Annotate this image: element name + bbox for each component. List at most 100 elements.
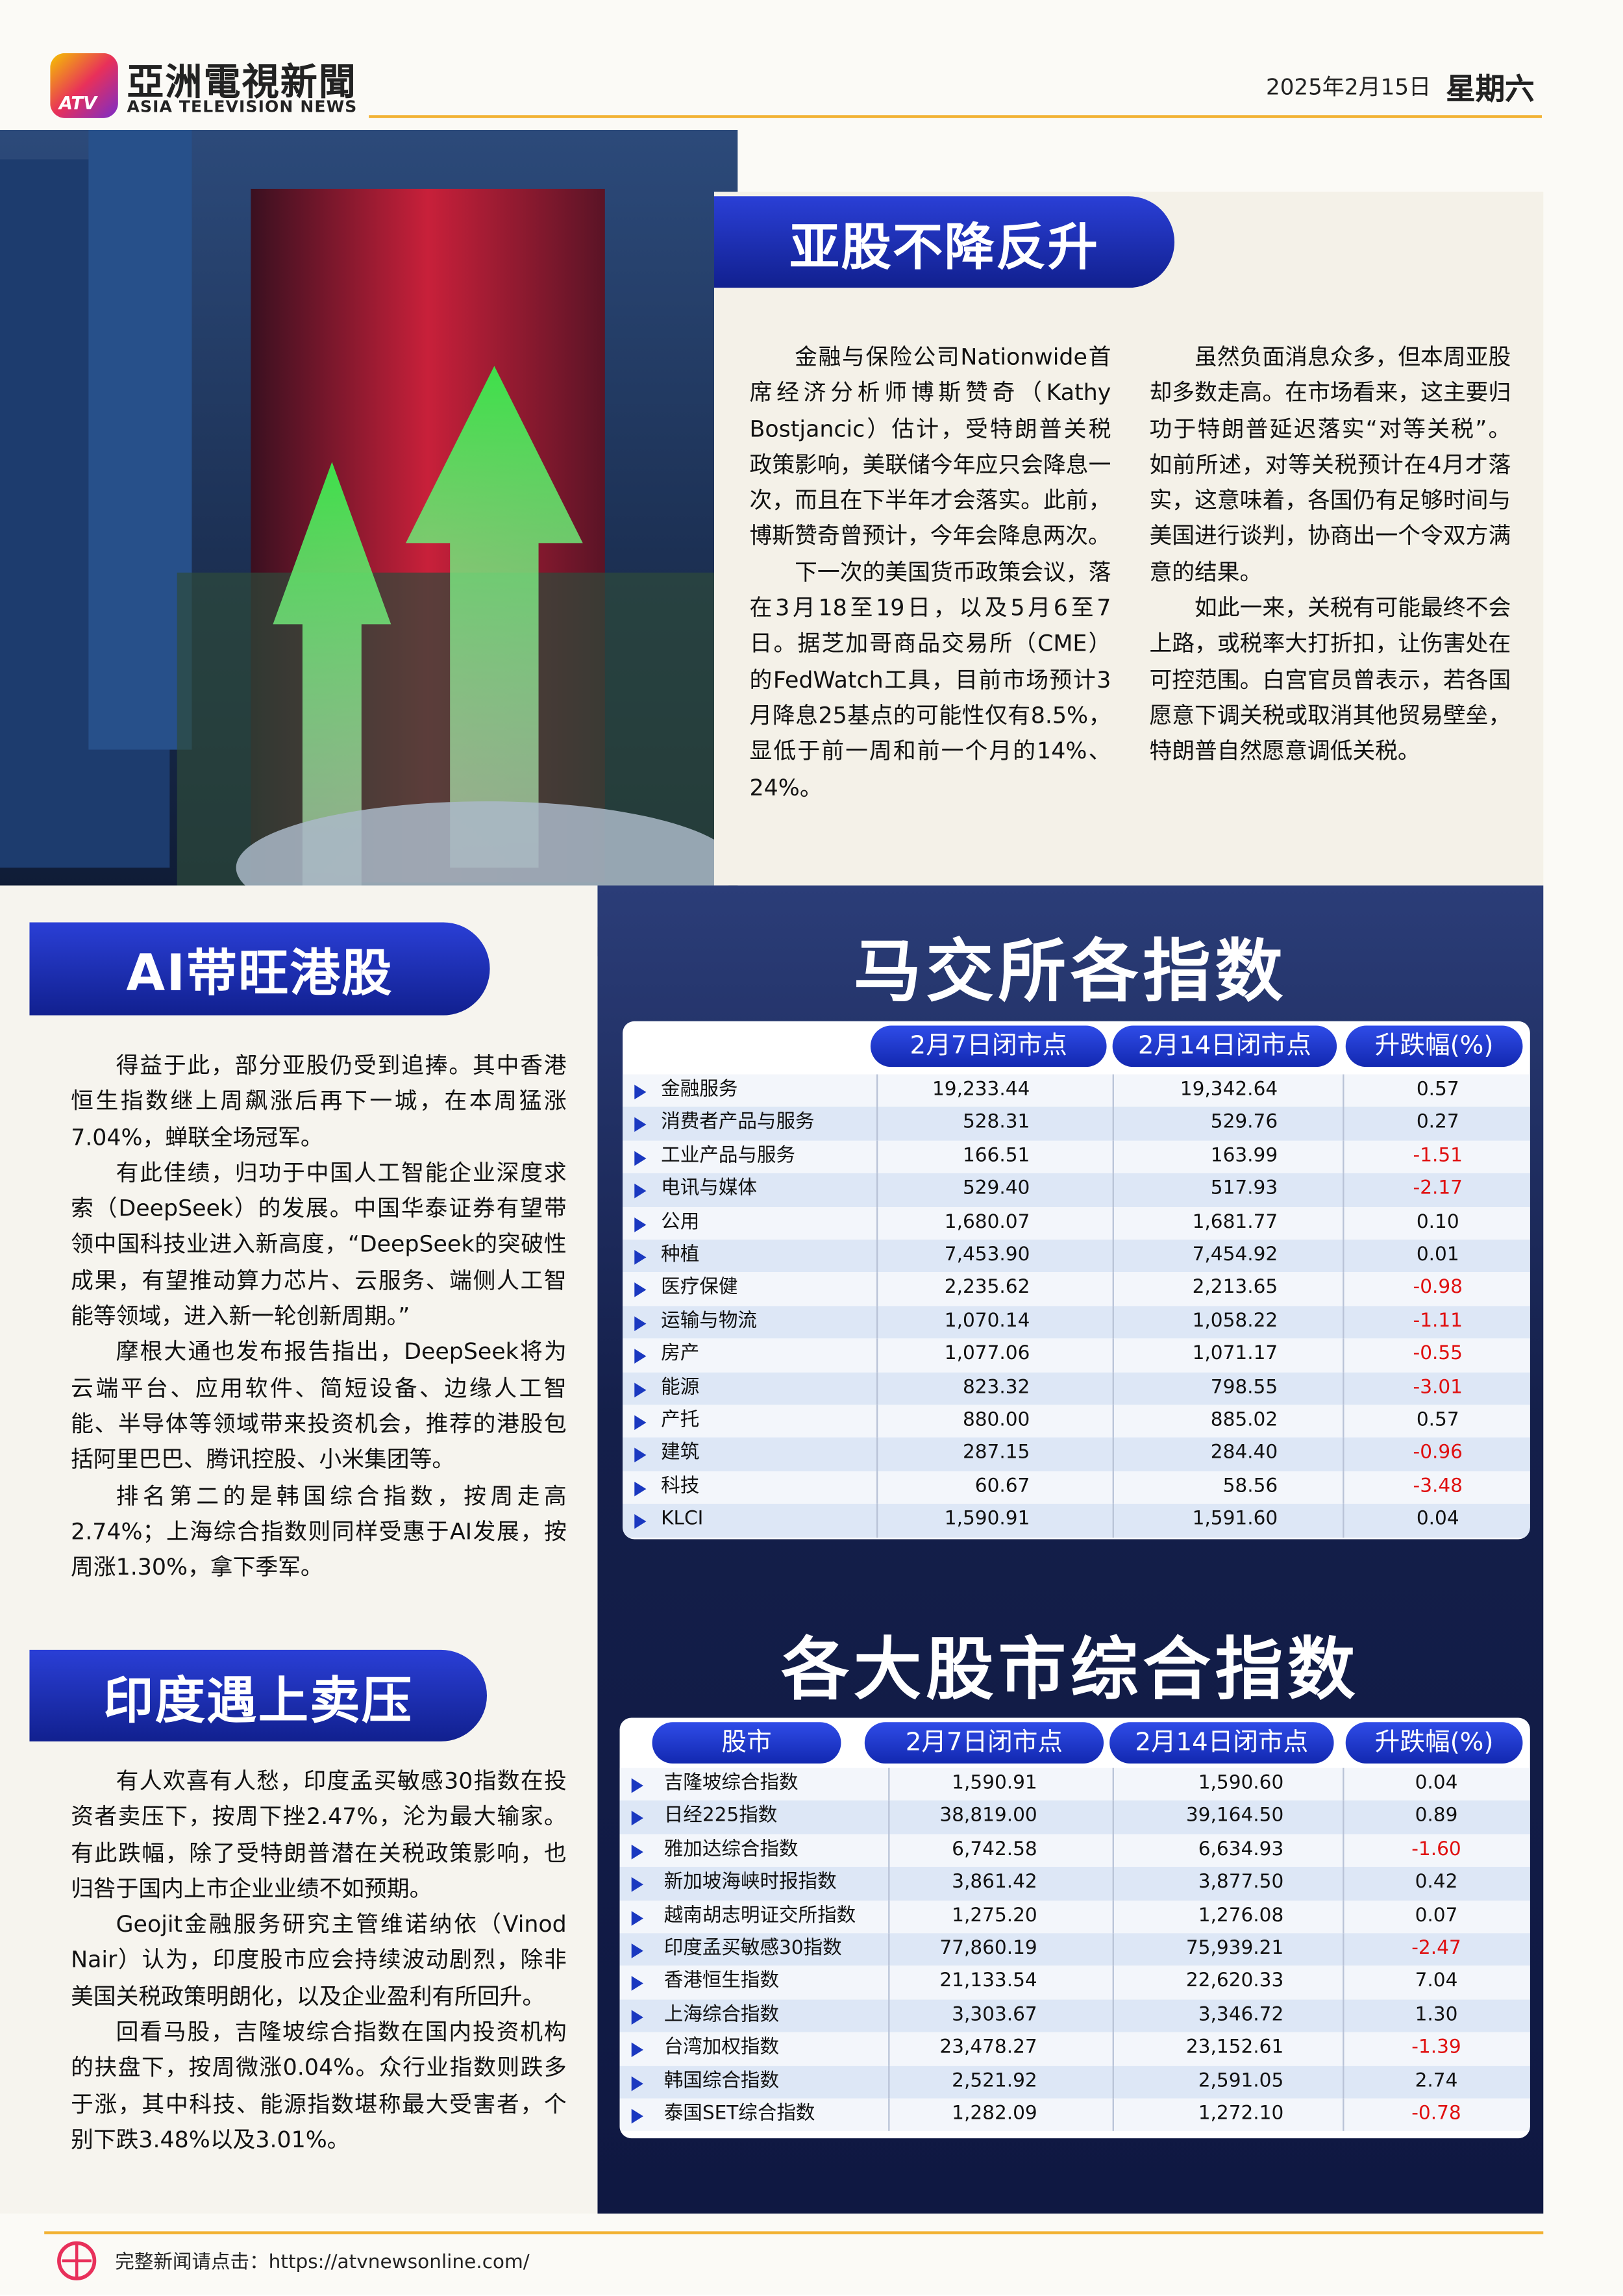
table-row: 建筑 287.15 284.40 -0.96 bbox=[623, 1438, 1530, 1471]
row-name: 科技 bbox=[661, 1475, 700, 1498]
weekday: 星期六 bbox=[1446, 71, 1535, 106]
value-after: 1,276.08 bbox=[1198, 1904, 1284, 1927]
value-before: 38,819.00 bbox=[939, 1805, 1037, 1828]
column-divider bbox=[876, 1371, 878, 1405]
column-divider bbox=[1112, 1240, 1114, 1273]
column-divider bbox=[1112, 1471, 1114, 1504]
value-after: 163.99 bbox=[1210, 1145, 1278, 1167]
column-divider bbox=[1343, 1371, 1344, 1405]
column-divider bbox=[1112, 1173, 1114, 1207]
value-before: 60.67 bbox=[974, 1475, 1030, 1498]
header-cell: 升跌幅(%) bbox=[1345, 1722, 1523, 1764]
column-divider bbox=[876, 1504, 878, 1538]
column-divider bbox=[888, 2098, 890, 2132]
value-before: 1,275.20 bbox=[952, 1904, 1037, 1927]
column-divider bbox=[1112, 1305, 1114, 1339]
table-row: 泰国SET综合指数 1,282.09 1,272.10 -0.78 bbox=[619, 2098, 1530, 2132]
column-divider bbox=[1343, 1173, 1344, 1207]
table-row: 科技 60.67 58.56 -3.48 bbox=[623, 1471, 1530, 1504]
value-before: 823.32 bbox=[962, 1376, 1030, 1399]
table-row: 房产 1,077.06 1,071.17 -0.55 bbox=[623, 1338, 1530, 1372]
column-divider bbox=[1343, 1404, 1344, 1438]
row-bullet bbox=[631, 2108, 643, 2124]
change-pct: -2.47 bbox=[1411, 1938, 1461, 1960]
table-row: 工业产品与服务 166.51 163.99 -1.51 bbox=[623, 1140, 1530, 1174]
row-bullet bbox=[634, 1151, 647, 1166]
column-divider bbox=[1112, 1966, 1114, 2000]
value-after: 23,152.61 bbox=[1185, 2036, 1284, 2059]
column-divider bbox=[1112, 1074, 1114, 1108]
row-bullet bbox=[631, 1943, 643, 1958]
row-bullet bbox=[634, 1415, 647, 1430]
table2-title: 各大股市综合指数 bbox=[781, 1629, 1360, 1709]
paragraph: 排名第二的是韩国综合指数，按周走高2.74%；上海综合指数则同样受惠于AI发展，… bbox=[71, 1482, 567, 1581]
column-divider bbox=[876, 1404, 878, 1438]
value-before: 1,282.09 bbox=[952, 2103, 1037, 2125]
column-divider bbox=[888, 1867, 890, 1901]
column-divider bbox=[876, 1140, 878, 1174]
row-bullet bbox=[631, 2075, 643, 2091]
footer-link[interactable]: 完整新闻请点击：https://atvnewsonline.com/ bbox=[115, 2252, 530, 2275]
row-name: 金融服务 bbox=[661, 1079, 738, 1101]
value-after: 58.56 bbox=[1222, 1475, 1278, 1498]
footer-icon bbox=[57, 2241, 97, 2280]
header-cell: 升跌幅(%) bbox=[1345, 1025, 1523, 1067]
table-row: 日经225指数 38,819.00 39,164.50 0.89 bbox=[619, 1801, 1530, 1834]
row-bullet bbox=[634, 1184, 647, 1199]
change-pct: -2.17 bbox=[1413, 1178, 1463, 1201]
column-divider bbox=[1343, 1438, 1344, 1471]
table-row: 医疗保健 2,235.62 2,213.65 -0.98 bbox=[623, 1272, 1530, 1306]
value-before: 6,742.58 bbox=[952, 1838, 1037, 1861]
table1: 2月7日闭市点 2月14日闭市点 升跌幅(%) 金融服务 19,233.44 19,342… bbox=[623, 1021, 1530, 1540]
column-divider bbox=[876, 1240, 878, 1273]
table-row: 台湾加权指数 23,478.27 23,152.61 -1.39 bbox=[619, 2032, 1530, 2065]
column-divider bbox=[876, 1471, 878, 1504]
column-divider bbox=[1112, 1767, 1114, 1801]
column-divider bbox=[1343, 1107, 1344, 1141]
table-row: 雅加达综合指数 6,742.58 6,634.93 -1.60 bbox=[619, 1834, 1530, 1867]
column-divider bbox=[876, 1272, 878, 1306]
brand-cn: 亞洲電視新聞 bbox=[127, 60, 358, 104]
header-cell: 2月7日闭市点 bbox=[864, 1722, 1104, 1764]
table-row: 香港恒生指数 21,133.54 22,620.33 7.04 bbox=[619, 1966, 1530, 2000]
value-before: 3,303.67 bbox=[952, 2003, 1037, 2026]
column-divider bbox=[1112, 1140, 1114, 1174]
column-divider bbox=[1112, 1933, 1114, 1967]
row-bullet bbox=[631, 1778, 643, 1793]
table-row: KLCI 1,590.91 1,591.60 0.04 bbox=[623, 1504, 1530, 1538]
value-after: 22,620.33 bbox=[1185, 1970, 1284, 1993]
hero-photo bbox=[0, 129, 738, 956]
value-after: 529.76 bbox=[1210, 1112, 1278, 1134]
value-before: 1,590.91 bbox=[944, 1508, 1030, 1531]
row-name: 能源 bbox=[661, 1376, 700, 1399]
row-name: 工业产品与服务 bbox=[661, 1145, 796, 1167]
article2-body: 得益于此，部分亚股仍受到追捧。其中香港恒生指数继上周飙涨后再下一城，在本周猛涨7… bbox=[71, 1048, 567, 1586]
paragraph: Geojit金融服务研究主管维诺纳依（Vinod Nair）认为，印度股市应会持… bbox=[71, 1911, 567, 2010]
row-bullet bbox=[631, 2042, 643, 2058]
row-name: 种植 bbox=[661, 1243, 700, 1266]
column-divider bbox=[1343, 1206, 1344, 1240]
row-bullet bbox=[631, 1877, 643, 1893]
change-pct: 0.27 bbox=[1416, 1112, 1459, 1134]
column-divider bbox=[1112, 1801, 1114, 1834]
column-divider bbox=[1112, 1338, 1114, 1372]
column-divider bbox=[876, 1173, 878, 1207]
article3-body: 有人欢喜有人愁，印度孟买敏感30指数在投资者卖压下，按周下挫2.47%，沦为最大… bbox=[71, 1764, 567, 2158]
column-divider bbox=[1343, 1767, 1344, 1801]
change-pct: 2.74 bbox=[1415, 2069, 1458, 2092]
header-cell: 2月14日闭市点 bbox=[1112, 1025, 1337, 1067]
column-divider bbox=[1112, 1107, 1114, 1141]
paragraph: 有人欢喜有人愁，印度孟买敏感30指数在投资者卖压下，按周下挫2.47%，沦为最大… bbox=[71, 1767, 567, 1903]
row-name: 香港恒生指数 bbox=[663, 1970, 780, 1993]
row-name: 新加坡海峡时报指数 bbox=[663, 1871, 837, 1894]
value-after: 1,681.77 bbox=[1192, 1210, 1278, 1234]
article2-title: AI带旺港股 bbox=[29, 922, 490, 1016]
change-pct: 0.10 bbox=[1416, 1210, 1459, 1234]
row-bullet bbox=[634, 1382, 647, 1397]
column-divider bbox=[1343, 2032, 1344, 2065]
row-name: 建筑 bbox=[661, 1442, 700, 1465]
paragraph: 金融与保险公司Nationwide首席经济分析师博斯赞奇（Kathy Bostj… bbox=[749, 343, 1111, 550]
column-divider bbox=[1343, 1834, 1344, 1867]
column-divider bbox=[1343, 1504, 1344, 1538]
